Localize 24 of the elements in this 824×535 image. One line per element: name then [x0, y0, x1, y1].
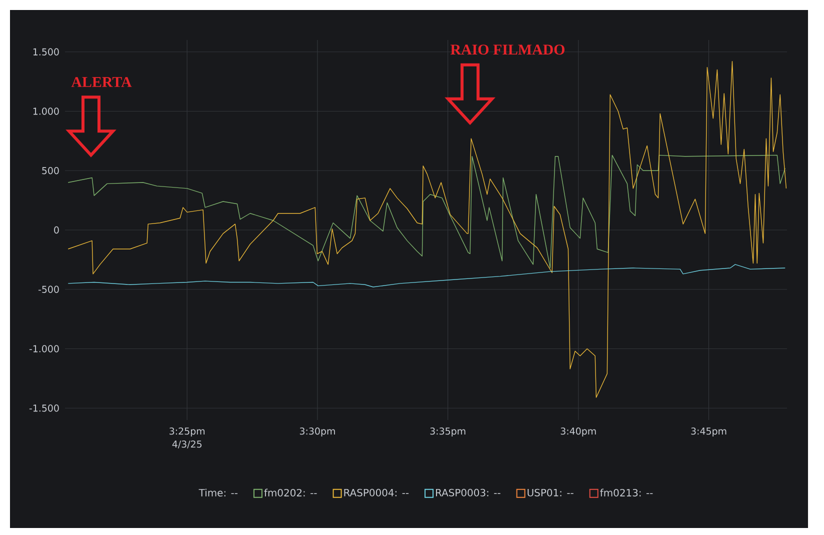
y-tick-label: -1.000 [29, 345, 59, 352]
y-tick-label: -500 [38, 286, 59, 293]
x-tick-label: 3:35pm [430, 428, 466, 437]
x-tick-label: 3:25pm [170, 428, 205, 437]
line-series [68, 264, 786, 288]
x-tick-label: 3:45pm [691, 428, 726, 437]
x-tick-label: 3:30pm [300, 428, 335, 437]
legend-label: RASP0003: -- [436, 488, 500, 496]
legend-label: RASP0004: -- [344, 488, 409, 496]
annotation: RAIO FILMADO [450, 44, 564, 55]
y-tick-label: 0 [54, 226, 59, 234]
y-tick-label: -1.500 [29, 404, 59, 412]
x-tick-label: 3:40pm [560, 428, 596, 437]
legend-label: USP01: -- [528, 488, 574, 496]
y-tick-label: 1.000 [33, 108, 59, 115]
y-tick-label: 1.500 [33, 48, 59, 56]
line-series [68, 61, 787, 398]
legend-label: fm0202: -- [264, 488, 317, 496]
line-series [68, 154, 786, 268]
annotation: ALERTA [71, 77, 132, 87]
legend-label: fm0213: -- [600, 488, 653, 496]
legend-title: Time: -- [198, 488, 238, 496]
y-tick-label: 500 [42, 167, 59, 174]
x-axis-title: 4/3/25 [172, 440, 202, 448]
